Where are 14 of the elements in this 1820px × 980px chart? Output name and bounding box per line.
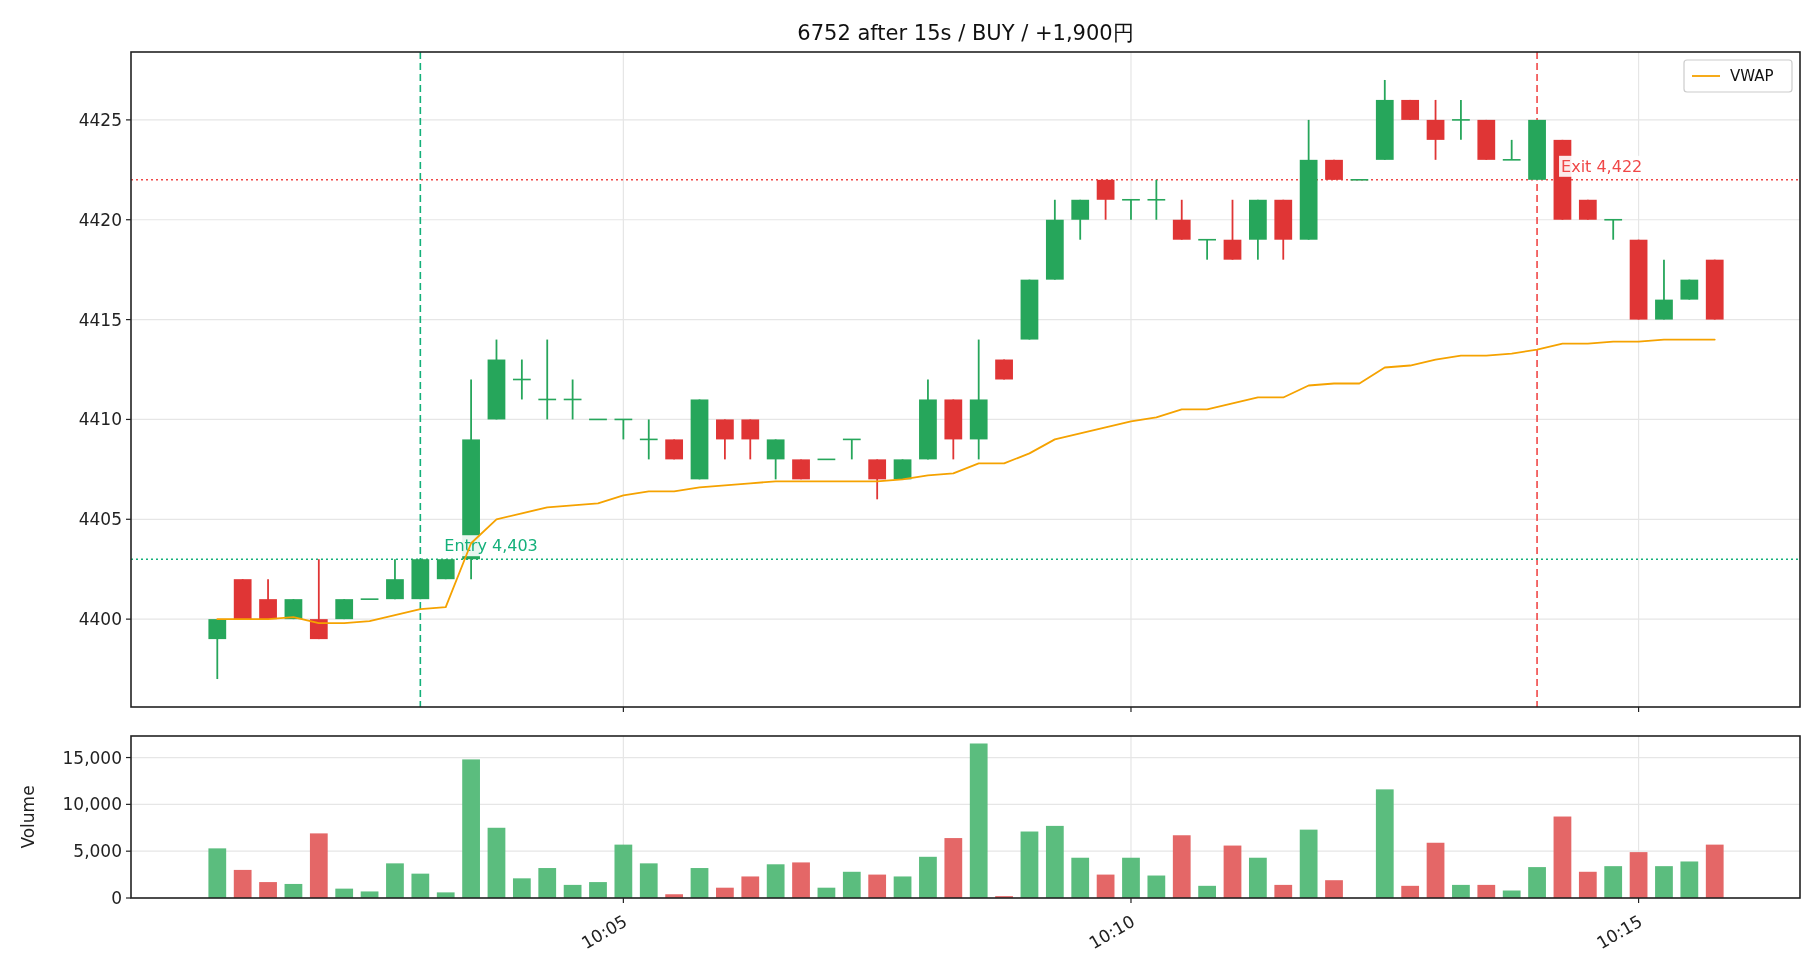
y-tick-label: 4410 xyxy=(78,409,122,430)
y-tick-label: 4400 xyxy=(78,609,122,630)
y-tick-label: 4415 xyxy=(78,309,122,330)
y-tick-label: 0 xyxy=(111,888,122,908)
y-tick-label: 4420 xyxy=(78,209,122,230)
y-axis-title: Volume xyxy=(18,785,38,849)
legend-label: VWAP xyxy=(1730,67,1774,85)
y-tick-label: 10,000 xyxy=(62,794,122,815)
y-tick-label: 4425 xyxy=(78,109,122,130)
annotation: Exit 4,422 xyxy=(1561,156,1643,176)
y-tick-label: 5,000 xyxy=(73,841,122,862)
y-tick-label: 15,000 xyxy=(62,747,122,768)
chart-title: 6752 after 15s / BUY / +1,900円 xyxy=(797,21,1134,45)
y-tick-label: 4405 xyxy=(78,509,122,530)
